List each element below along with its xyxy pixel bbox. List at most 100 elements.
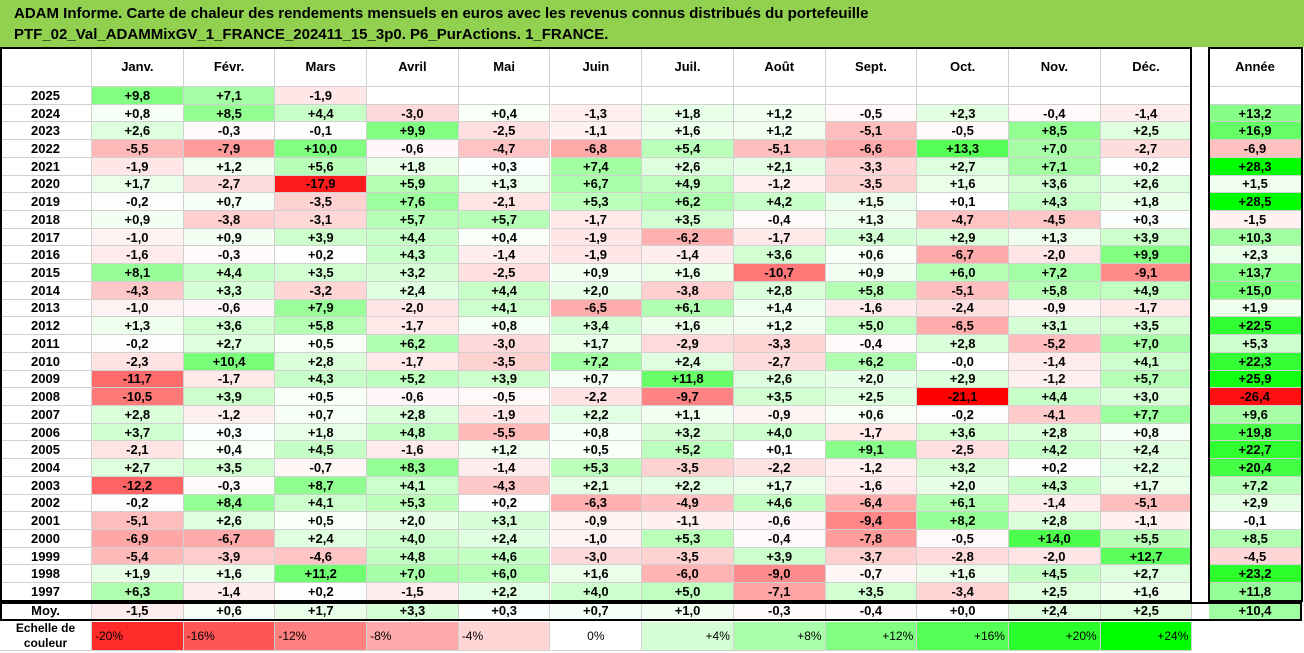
month-header-5: Mai [458,47,551,87]
year-label: 2017 [0,228,92,247]
heatmap-cell: +3,6 [917,423,1009,442]
heatmap-cell: +2,2 [458,583,551,601]
annual-cell: +25,9 [1209,370,1302,389]
heatmap-cell: -0,0 [917,352,1009,371]
heatmap-cell: -1,7 [550,211,643,229]
heatmap-cell: -1,6 [825,299,918,318]
heatmap-cell: -1,2 [733,175,826,194]
heatmap-cell: -9,0 [733,565,826,584]
heatmap-cell: -2,7 [183,175,276,194]
year-label: 2012 [0,317,92,336]
year-label: 2003 [0,476,92,495]
heatmap-cell: +3,0 [1100,388,1193,406]
heatmap-cell: -1,1 [642,512,734,530]
heatmap-cell: +3,9 [275,228,368,247]
heatmap-cell: -10,5 [92,388,184,406]
heatmap-cell [733,87,826,105]
heatmap-cell: +0,2 [275,246,368,265]
heatmap-cell: -2,0 [367,299,459,318]
heatmap-cell: +7,1 [1009,157,1101,176]
heatmap-cell: +8,7 [275,476,368,495]
heatmap-cell: +2,0 [367,512,459,530]
heatmap-cell: -1,9 [92,157,184,176]
heatmap-cell: +2,2 [642,476,734,495]
annual-cell: -4,5 [1209,547,1302,566]
heatmap-cell: -0,3 [183,476,276,495]
heatmap-cell: +2,7 [92,459,184,477]
heatmap-cell: +3,9 [458,370,551,389]
heatmap-cell: +0,8 [458,317,551,336]
heatmap-cell: +2,0 [825,370,918,389]
heatmap-cell: +2,6 [642,157,734,176]
heatmap-cell: -1,7 [367,352,459,371]
heatmap-cell: +1,6 [917,565,1009,584]
heatmap-cell: -5,5 [92,140,184,158]
heatmap-cell: -2,1 [92,441,184,460]
month-header-12: Déc. [1100,47,1193,87]
year-label: 2018 [0,211,92,229]
heatmap-cell: +1,3 [458,175,551,194]
annual-cell: -6,9 [1209,140,1302,158]
heatmap-cell: +0,3 [183,423,276,442]
year-label: 2015 [0,264,92,282]
heatmap-cell: +2,8 [367,405,459,424]
heatmap-cell: -3,2 [275,281,368,300]
heatmap-cell: +9,9 [1100,246,1193,265]
heatmap-cell: -1,0 [550,530,643,548]
heatmap-cell: +6,7 [550,175,643,194]
heatmap-cell: -1,4 [1009,494,1101,513]
legend-step: +4% [642,621,734,651]
heatmap-cell: +3,5 [183,459,276,477]
heatmap-cell: -3,4 [917,583,1009,601]
heatmap-cell: -21,1 [917,388,1009,406]
heatmap-cell: -0,5 [825,104,918,123]
year-label: 1999 [0,547,92,566]
legend-step: -12% [275,621,368,651]
month-header-3: Mars [275,47,368,87]
heatmap-cell: +4,0 [733,423,826,442]
annual-cell: -0,1 [1209,512,1302,530]
heatmap-cell: +0,8 [92,104,184,123]
heatmap-cell: +3,2 [367,264,459,282]
heatmap-cell: -3,9 [183,547,276,566]
annual-cell: +28,3 [1209,157,1302,176]
heatmap-cell: -5,1 [92,512,184,530]
heatmap-cell: +1,6 [642,317,734,336]
heatmap-cell: +0,9 [92,211,184,229]
heatmap-cell: +3,3 [183,281,276,300]
heatmap-cell: -7,8 [825,530,918,548]
heatmap-cell: -2,0 [1009,547,1101,566]
heatmap-cell: +1,9 [92,565,184,584]
heatmap-cell: +5,0 [825,317,918,336]
heatmap-cell: -3,1 [275,211,368,229]
title-line-2: PTF_02_Val_ADAMMixGV_1_FRANCE_202411_15_… [14,26,609,43]
heatmap-cell: -4,7 [458,140,551,158]
average-cell: -1,5 [92,601,184,620]
heatmap-cell: +6,2 [367,335,459,353]
heatmap-cell: +0,5 [275,335,368,353]
legend-step: -8% [367,621,459,651]
heatmap-cell: -4,3 [92,281,184,300]
annual-cell: +19,8 [1209,423,1302,442]
heatmap-cell: -1,5 [367,583,459,601]
year-label: 2010 [0,352,92,371]
heatmap-cell: +4,8 [367,423,459,442]
heatmap-cell: +4,0 [367,530,459,548]
heatmap-cell: +1,3 [1009,228,1101,247]
heatmap-cell: +0,2 [458,494,551,513]
heatmap-cell: -5,1 [1100,494,1193,513]
heatmap-cell: -0,2 [92,193,184,212]
heatmap-cell: -3,7 [825,547,918,566]
heatmap-cell: -1,1 [1100,512,1193,530]
heatmap-cell: +4,9 [1100,281,1193,300]
heatmap-cell: -3,3 [825,157,918,176]
heatmap-cell: +5,8 [1009,281,1101,300]
heatmap-cell: +7,0 [1009,140,1101,158]
heatmap-cell: -5,1 [825,122,918,141]
heatmap-cell: -3,5 [642,547,734,566]
heatmap-cell: +0,5 [550,441,643,460]
average-cell: +2,5 [1100,601,1193,620]
heatmap-cell: +0,1 [917,193,1009,212]
year-label: 1997 [0,583,92,601]
